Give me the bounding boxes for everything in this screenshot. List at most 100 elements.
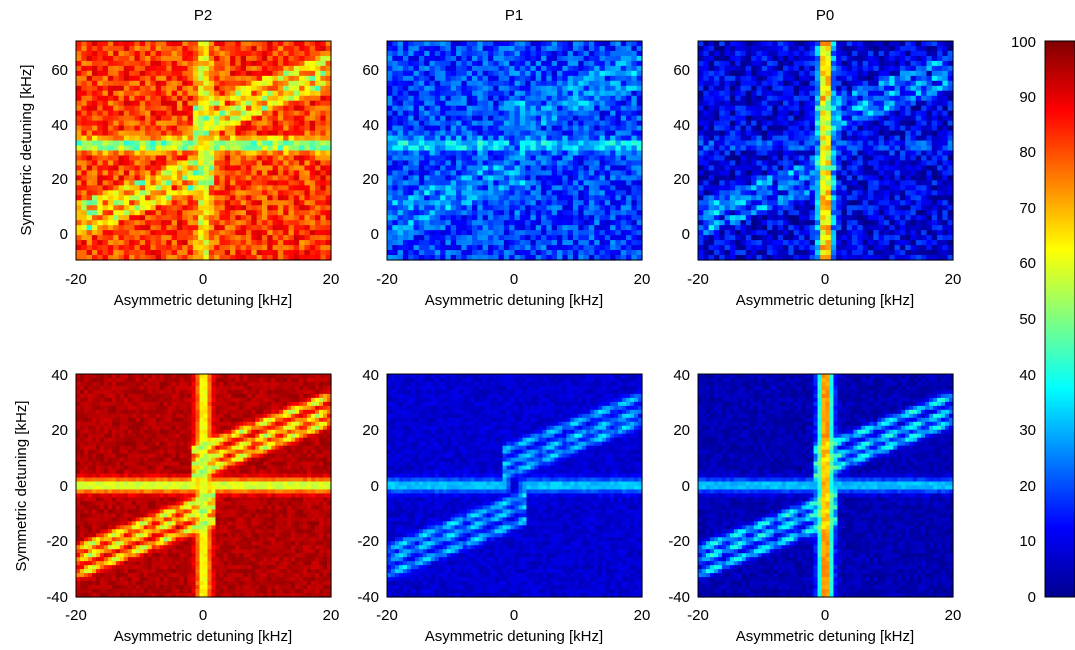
heatmap-cell	[299, 70, 306, 77]
heatmap-cell	[472, 240, 478, 246]
heatmap-cell	[107, 90, 114, 97]
heatmap-cell	[583, 105, 590, 112]
heatmap-cell	[134, 235, 141, 241]
heatmap-cell	[636, 195, 643, 201]
heatmap-cell	[708, 45, 715, 52]
panel-title: P0	[816, 7, 834, 24]
heatmap-cell	[698, 100, 704, 107]
heatmap-cell	[594, 230, 601, 236]
heatmap-cell	[246, 215, 252, 221]
heatmap-cell	[246, 100, 252, 107]
heatmap-cell	[729, 60, 736, 67]
heatmap-cell	[846, 75, 853, 82]
heatmap-cell	[572, 55, 579, 62]
heatmap-cell	[134, 75, 141, 82]
heatmap-cell	[450, 200, 457, 206]
heatmap-cell	[304, 90, 311, 97]
heatmap-cell	[293, 240, 300, 246]
heatmap-cell	[134, 125, 141, 132]
heatmap-cell	[387, 200, 393, 206]
heatmap-cell	[203, 105, 210, 112]
heatmap-cell	[86, 50, 93, 57]
heatmap-cell	[456, 90, 462, 97]
heatmap-cell	[429, 45, 436, 52]
heatmap-cell	[299, 150, 306, 157]
heatmap-cell	[745, 55, 752, 62]
heatmap-cell	[636, 135, 643, 142]
heatmap-cell	[535, 215, 542, 221]
heatmap-cell	[86, 130, 93, 137]
heatmap-cell	[418, 130, 425, 137]
heatmap-cell	[583, 205, 590, 211]
heatmap-cell	[166, 240, 173, 246]
heatmap-cell	[557, 225, 563, 231]
heatmap-cell	[509, 210, 516, 216]
heatmap-cell	[182, 155, 189, 162]
heatmap-cell	[482, 100, 489, 107]
heatmap-cell	[636, 85, 643, 92]
heatmap-cell	[604, 105, 611, 112]
heatmap-cell	[583, 230, 590, 236]
heatmap-cell	[118, 240, 125, 246]
heatmap-cell	[208, 140, 215, 147]
heatmap-cell	[937, 60, 943, 67]
heatmap-cell	[267, 210, 274, 216]
heatmap-cell	[814, 75, 821, 82]
heatmap-cell	[572, 100, 579, 107]
heatmap-cell	[487, 170, 494, 176]
heatmap-cell	[251, 215, 258, 221]
heatmap-cell	[304, 180, 311, 186]
heatmap-cell	[546, 115, 553, 122]
panel-top-p1: P1 -20 0 20 Asymmetric detuning [kHz] 0 …	[362, 7, 650, 309]
heatmap-cell	[171, 45, 178, 52]
heatmap-cell	[450, 105, 457, 112]
heatmap-cell	[578, 195, 585, 201]
heatmap-cell	[873, 105, 880, 112]
heatmap-cell	[456, 135, 462, 142]
heatmap-cell	[503, 240, 510, 246]
heatmap-cell	[477, 205, 484, 211]
heatmap-cell	[203, 195, 210, 201]
heatmap-cell	[166, 215, 173, 221]
heatmap-cell	[320, 235, 327, 241]
heatmap-cell	[150, 60, 157, 67]
heatmap-cell	[798, 90, 805, 97]
heatmap-cell	[256, 120, 263, 127]
heatmap-cell	[889, 65, 896, 72]
heatmap-cell	[76, 180, 82, 186]
heatmap-cell	[783, 41, 789, 47]
heatmap-cell	[392, 135, 399, 142]
heatmap-cell	[514, 95, 521, 102]
heatmap-cell	[123, 210, 130, 216]
heatmap-cell	[134, 120, 141, 127]
heatmap-cell	[129, 80, 136, 87]
heatmap-cell	[118, 145, 125, 152]
heatmap-cell	[418, 230, 425, 236]
heatmap-cell	[267, 115, 274, 122]
heatmap-cell	[530, 115, 537, 122]
heatmap-cell	[729, 70, 736, 77]
heatmap-cell	[557, 235, 563, 241]
heatmap-cell	[102, 60, 109, 67]
heatmap-cell	[482, 140, 489, 147]
heatmap-cell	[599, 70, 606, 77]
heatmap-cell	[626, 95, 632, 102]
heatmap-cell	[530, 195, 537, 201]
heatmap-cell	[546, 50, 553, 57]
heatmap-cell	[541, 50, 547, 57]
heatmap-cell	[214, 80, 221, 87]
heatmap-cell	[636, 130, 643, 137]
heatmap-cell	[171, 230, 178, 236]
heatmap-cell	[857, 85, 864, 92]
heatmap-cell	[841, 50, 848, 57]
heatmap-cell	[777, 60, 784, 67]
heatmap-cell	[456, 75, 462, 82]
heatmap-cell	[402, 115, 409, 122]
heatmap-cell	[937, 100, 943, 107]
heatmap-cell	[397, 120, 404, 127]
heatmap-cell	[445, 180, 452, 186]
heatmap-cell	[150, 90, 157, 97]
heatmap-cell	[631, 75, 638, 82]
heatmap-cell	[541, 240, 547, 246]
heatmap-cell	[261, 120, 268, 127]
